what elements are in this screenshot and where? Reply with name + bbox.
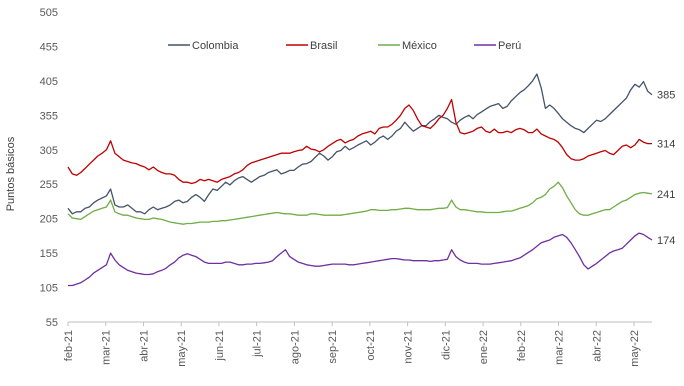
x-tick-label: dic-21 (440, 330, 452, 360)
x-tick-label: ago-21 (289, 330, 301, 364)
y-tick-label: 355 (40, 110, 58, 122)
series-line-colombia (67, 73, 653, 215)
x-tick-label: nov-21 (403, 330, 415, 364)
x-tick-label: mar-22 (554, 330, 566, 365)
legend: Colombia Brasil México Perú (168, 40, 521, 52)
y-tick-label: 205 (40, 214, 58, 226)
x-tick-label: sep-21 (327, 330, 339, 364)
y-tick-label: 505 (40, 7, 58, 19)
legend-label: México (402, 40, 437, 52)
series-layer (67, 73, 653, 287)
series-line-brasil (67, 98, 652, 185)
x-tick-label: jul-21 (252, 330, 264, 358)
x-tick-label: feb-21 (63, 330, 75, 361)
x-tick-label: oct-21 (365, 330, 377, 361)
x-axis: feb-21 mar-21 abr-21 may-21 jun-21 jul-21 ago-… (63, 321, 652, 367)
series-line-per (68, 232, 653, 287)
y-axis-label: Puntos básicos (5, 136, 17, 211)
y-tick-label: 405 (40, 76, 58, 88)
legend-label: Colombia (192, 40, 239, 52)
y-tick-label: 305 (40, 145, 58, 157)
y-tick-label: 155 (40, 248, 58, 260)
y-tick-label: 255 (40, 179, 58, 191)
y-tick-label: 455 (40, 41, 58, 53)
x-tick-label: ene-22 (478, 330, 490, 364)
series-end-label: 385 (657, 90, 675, 102)
y-axis: 55 105 155 205 255 305 355 405 455 505 (40, 7, 58, 329)
series-end-label: 314 (657, 139, 675, 151)
x-tick-label: feb-22 (516, 330, 528, 361)
x-tick-label: may-22 (629, 330, 641, 367)
series-end-label: 241 (657, 189, 675, 201)
series-line-mxico (67, 181, 653, 225)
x-tick-label: may-21 (176, 330, 188, 367)
x-tick-label: jun-21 (214, 330, 226, 362)
legend-label: Perú (498, 40, 521, 52)
y-tick-label: 55 (46, 317, 58, 329)
end-labels: 385 314 241 174 (657, 90, 675, 247)
legend-label: Brasil (310, 40, 338, 52)
y-tick-label: 105 (40, 283, 58, 295)
series-end-label: 174 (657, 235, 675, 247)
x-tick-label: abr-21 (138, 330, 150, 362)
x-tick-label: mar-21 (101, 330, 113, 365)
x-tick-label: abr-22 (591, 330, 603, 362)
